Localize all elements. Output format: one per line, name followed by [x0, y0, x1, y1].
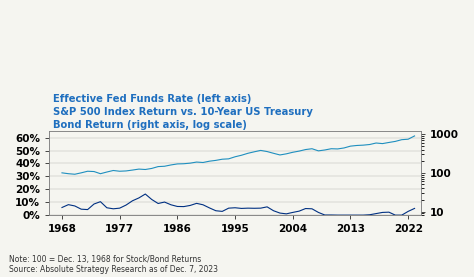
Text: Note: 100 = Dec. 13, 1968 for Stock/Bond Returns
Source: Absolute Strategy Resea: Note: 100 = Dec. 13, 1968 for Stock/Bond… [9, 255, 219, 274]
Text: Effective Fed Funds Rate (left axis)
S&P 500 Index Return vs. 10-Year US Treasur: Effective Fed Funds Rate (left axis) S&P… [53, 94, 313, 130]
